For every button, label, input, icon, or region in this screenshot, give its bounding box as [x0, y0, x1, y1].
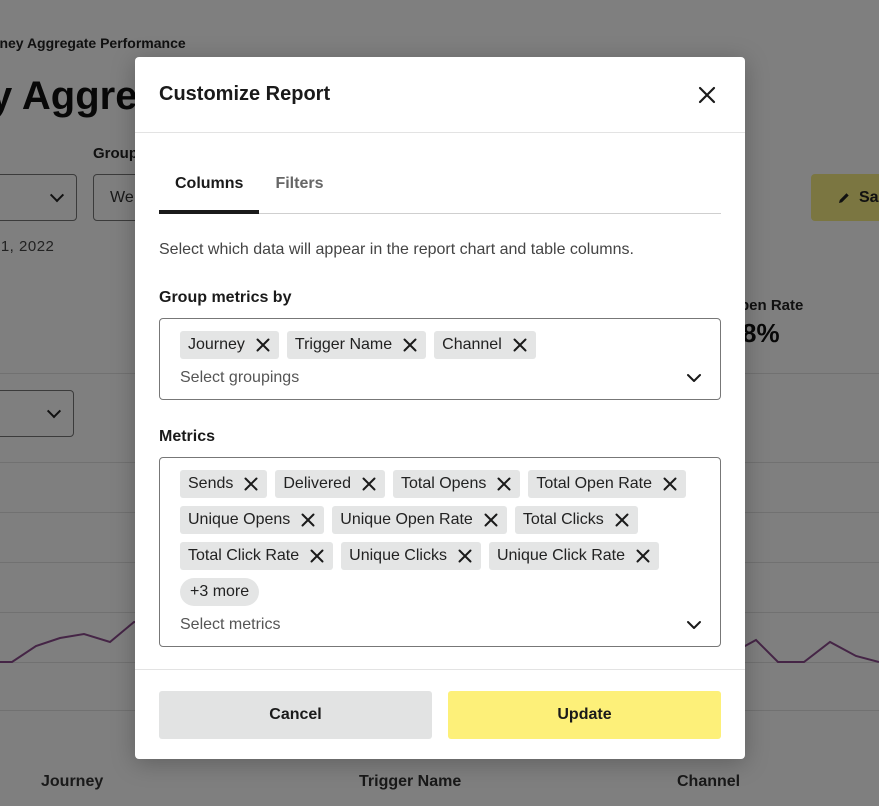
- remove-chip-icon[interactable]: [457, 548, 473, 564]
- metrics-placeholder: Select metrics: [180, 616, 281, 633]
- chip-label: Unique Click Rate: [496, 547, 626, 564]
- metric-chips: Sends Delivered Total Opens Total Open Rate…: [180, 470, 700, 606]
- modal-footer: Cancel Update: [135, 669, 745, 759]
- metrics-label: Metrics: [159, 428, 216, 445]
- chip-label: Journey: [188, 336, 245, 353]
- chip-channel: Channel: [434, 331, 536, 359]
- chip-label: Unique Clicks: [349, 547, 447, 564]
- remove-chip-icon[interactable]: [662, 476, 678, 492]
- chip-label: Trigger Name: [294, 336, 393, 353]
- remove-chip-icon[interactable]: [402, 337, 418, 353]
- customize-report-dialog: Customize Report Columns Filters Select …: [135, 57, 745, 759]
- group-metrics-label: Group metrics by: [159, 289, 292, 306]
- remove-chip-icon[interactable]: [635, 548, 651, 564]
- chip-unique-click-rate: Unique Click Rate: [488, 542, 660, 570]
- chevron-down-icon[interactable]: [686, 620, 702, 630]
- chip-total-opens: Total Opens: [392, 470, 521, 498]
- chip-total-open-rate: Total Open Rate: [528, 470, 686, 498]
- chip-label: Total Open Rate: [536, 475, 652, 492]
- remove-chip-icon[interactable]: [361, 476, 377, 492]
- chip-unique-clicks: Unique Clicks: [341, 542, 481, 570]
- chip-delivered: Delivered: [275, 470, 385, 498]
- chevron-down-icon[interactable]: [686, 373, 702, 383]
- tab-bar: Columns Filters: [159, 167, 721, 214]
- chip-trigger-name: Trigger Name: [286, 331, 427, 359]
- remove-chip-icon[interactable]: [309, 548, 325, 564]
- chip-unique-opens: Unique Opens: [180, 506, 325, 534]
- tab-filters[interactable]: Filters: [275, 175, 324, 192]
- remove-chip-icon[interactable]: [483, 512, 499, 528]
- description-text: Select which data will appear in the rep…: [159, 241, 634, 258]
- chip-label: Delivered: [283, 475, 351, 492]
- group-chips: Journey Trigger Name Channel: [180, 331, 700, 359]
- modal-header: Customize Report: [135, 57, 745, 133]
- remove-chip-icon[interactable]: [614, 512, 630, 528]
- close-icon: [698, 86, 716, 103]
- chip-label: Total Click Rate: [188, 547, 300, 564]
- update-button[interactable]: Update: [448, 690, 721, 739]
- close-button[interactable]: [693, 81, 721, 109]
- tab-columns[interactable]: Columns: [159, 167, 260, 214]
- metrics-multiselect[interactable]: Sends Delivered Total Opens Total Open Rate…: [159, 457, 721, 647]
- chip-total-clicks: Total Clicks: [514, 506, 638, 534]
- chip-label: Total Opens: [400, 475, 487, 492]
- chip-journey: Journey: [180, 331, 279, 359]
- chip-label: Unique Opens: [188, 511, 291, 528]
- remove-chip-icon[interactable]: [243, 476, 259, 492]
- chip-label: Total Clicks: [522, 511, 604, 528]
- remove-chip-icon[interactable]: [496, 476, 512, 492]
- chip-sends: Sends: [180, 470, 268, 498]
- chip-total-click-rate: Total Click Rate: [180, 542, 334, 570]
- cancel-button[interactable]: Cancel: [159, 690, 432, 739]
- chip-label: Channel: [442, 336, 502, 353]
- chip-unique-open-rate: Unique Open Rate: [332, 506, 507, 534]
- remove-chip-icon[interactable]: [300, 512, 316, 528]
- group-metrics-placeholder: Select groupings: [180, 369, 300, 386]
- modal-body: Columns Filters Select which data will a…: [135, 167, 745, 647]
- chip-label: Unique Open Rate: [340, 511, 473, 528]
- more-metrics-chip[interactable]: +3 more: [180, 578, 260, 606]
- remove-chip-icon[interactable]: [255, 337, 271, 353]
- remove-chip-icon[interactable]: [512, 337, 528, 353]
- modal-title: Customize Report: [159, 83, 331, 105]
- chip-label: Sends: [188, 475, 234, 492]
- group-metrics-multiselect[interactable]: Journey Trigger Name Channel Select groupi…: [159, 318, 721, 400]
